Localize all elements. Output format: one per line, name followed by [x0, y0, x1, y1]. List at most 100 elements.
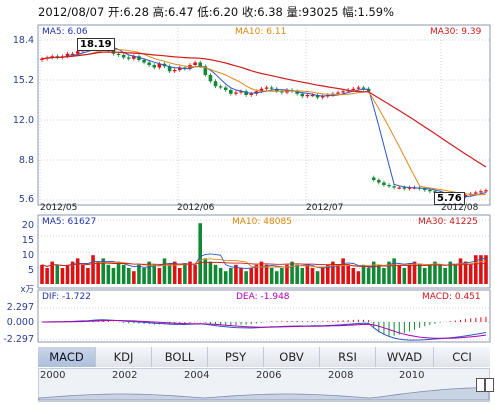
- volume-bar: [218, 268, 223, 284]
- low-value: 6.20: [212, 5, 239, 19]
- volume-bar: [137, 264, 141, 284]
- candle: [229, 90, 233, 94]
- date-tick-3: 2012/07: [306, 203, 344, 213]
- volume-bar: [397, 264, 402, 284]
- volume-bar: [433, 261, 437, 284]
- volume-bar: [290, 261, 294, 284]
- close-label: 收:: [241, 5, 258, 19]
- range-handle-left[interactable]: [476, 378, 485, 392]
- volume-bar: [351, 268, 356, 284]
- tab-obv[interactable]: OBV: [264, 347, 320, 367]
- volume-bar: [417, 264, 422, 284]
- candle: [137, 56, 141, 60]
- volume-bar: [239, 268, 243, 284]
- price-tick-5: 5.6: [18, 194, 34, 205]
- macd-panel-frame: [37, 289, 491, 343]
- volume-bar: [407, 264, 412, 284]
- candle: [280, 91, 284, 93]
- volume-bar: [280, 268, 284, 284]
- volume-bar: [213, 264, 218, 284]
- candle: [116, 53, 121, 55]
- candle: [203, 66, 208, 75]
- ma5-price-label: MA5: 6.06: [42, 27, 88, 37]
- ma10-line: [41, 48, 487, 196]
- tab-wvad[interactable]: WVAD: [376, 347, 434, 367]
- candle: [193, 62, 197, 65]
- volume-bar: [422, 268, 427, 284]
- candle: [402, 187, 407, 189]
- volume-tick-4: 5: [27, 265, 34, 276]
- candle: [259, 88, 264, 92]
- quote-date: 2012/08/07: [38, 5, 105, 19]
- max-price-annotation: 18.19: [77, 38, 115, 51]
- volume-bar: [458, 258, 463, 284]
- volume-bar: [75, 258, 80, 284]
- volume-bar: [81, 264, 85, 284]
- candle: [392, 186, 396, 188]
- volume-bar: [336, 264, 340, 284]
- volume-bar: [463, 261, 468, 284]
- volume-bar: [152, 264, 157, 284]
- volume-bar: [474, 255, 478, 284]
- volume-bar: [91, 255, 95, 284]
- candle: [152, 65, 157, 68]
- candle: [484, 190, 488, 192]
- candle: [142, 60, 146, 63]
- tab-psy[interactable]: PSY: [208, 347, 264, 367]
- volume-bar: [116, 261, 121, 284]
- candle: [428, 190, 432, 192]
- tab-rsi[interactable]: RSI: [320, 347, 376, 367]
- candle: [433, 191, 437, 193]
- ma5-line: [41, 46, 487, 198]
- indicator-tabs: MACD KDJ BOLL PSY OBV RSI WVAD CCI: [38, 347, 490, 367]
- macd-tick-2: 0.000: [6, 317, 34, 328]
- tab-boll[interactable]: BOLL: [152, 347, 208, 367]
- candle: [463, 195, 468, 197]
- volume-bar: [223, 271, 228, 284]
- volume-bar: [65, 264, 70, 284]
- candle: [361, 87, 366, 89]
- volume-bar: [96, 261, 100, 284]
- volume-bar: [193, 264, 197, 284]
- volume-bar: [70, 261, 75, 284]
- candle: [397, 187, 402, 189]
- range-handle-right[interactable]: [485, 378, 494, 392]
- date-tick-4: 2012/08: [441, 203, 479, 213]
- volume-bar: [157, 268, 162, 284]
- candle: [305, 95, 310, 97]
- volume-bar: [453, 264, 458, 284]
- candle: [422, 188, 427, 190]
- volume-label: 量:: [286, 5, 302, 19]
- nav-year-2004: 2004: [184, 370, 210, 381]
- volume-bar: [121, 264, 126, 284]
- candle: [320, 96, 325, 98]
- volume-bar: [55, 264, 60, 284]
- volume-bar: [428, 264, 432, 284]
- candle: [269, 87, 274, 89]
- volume-bar: [50, 261, 54, 284]
- candle: [295, 91, 299, 94]
- volume-bar: [443, 268, 447, 284]
- volume-bar: [305, 264, 310, 284]
- volume-bar: [172, 261, 177, 284]
- macd-tick-1: 2.297: [6, 302, 34, 313]
- tab-cci[interactable]: CCI: [434, 347, 490, 367]
- date-tick-1: 2012/05: [40, 203, 78, 213]
- tab-macd[interactable]: MACD: [38, 347, 96, 367]
- tab-kdj[interactable]: KDJ: [96, 347, 152, 367]
- dea-label: DEA: -1.948: [236, 292, 290, 302]
- volume-bar: [310, 268, 315, 284]
- volume-unit-label: x万: [20, 285, 34, 295]
- nav-year-2002: 2002: [112, 370, 138, 381]
- candle: [55, 56, 60, 58]
- volume-bar: [244, 271, 248, 284]
- candle: [218, 86, 223, 88]
- candle: [336, 92, 340, 94]
- volume-bar: [331, 261, 335, 284]
- volume-bar: [315, 271, 320, 284]
- volume-bar: [147, 261, 151, 284]
- date-tick-2: 2012/06: [177, 203, 215, 213]
- volume-bar: [392, 258, 396, 284]
- price-tick-2: 15.2: [12, 75, 34, 86]
- ma10-price-label: MA10: 6.11: [235, 27, 287, 37]
